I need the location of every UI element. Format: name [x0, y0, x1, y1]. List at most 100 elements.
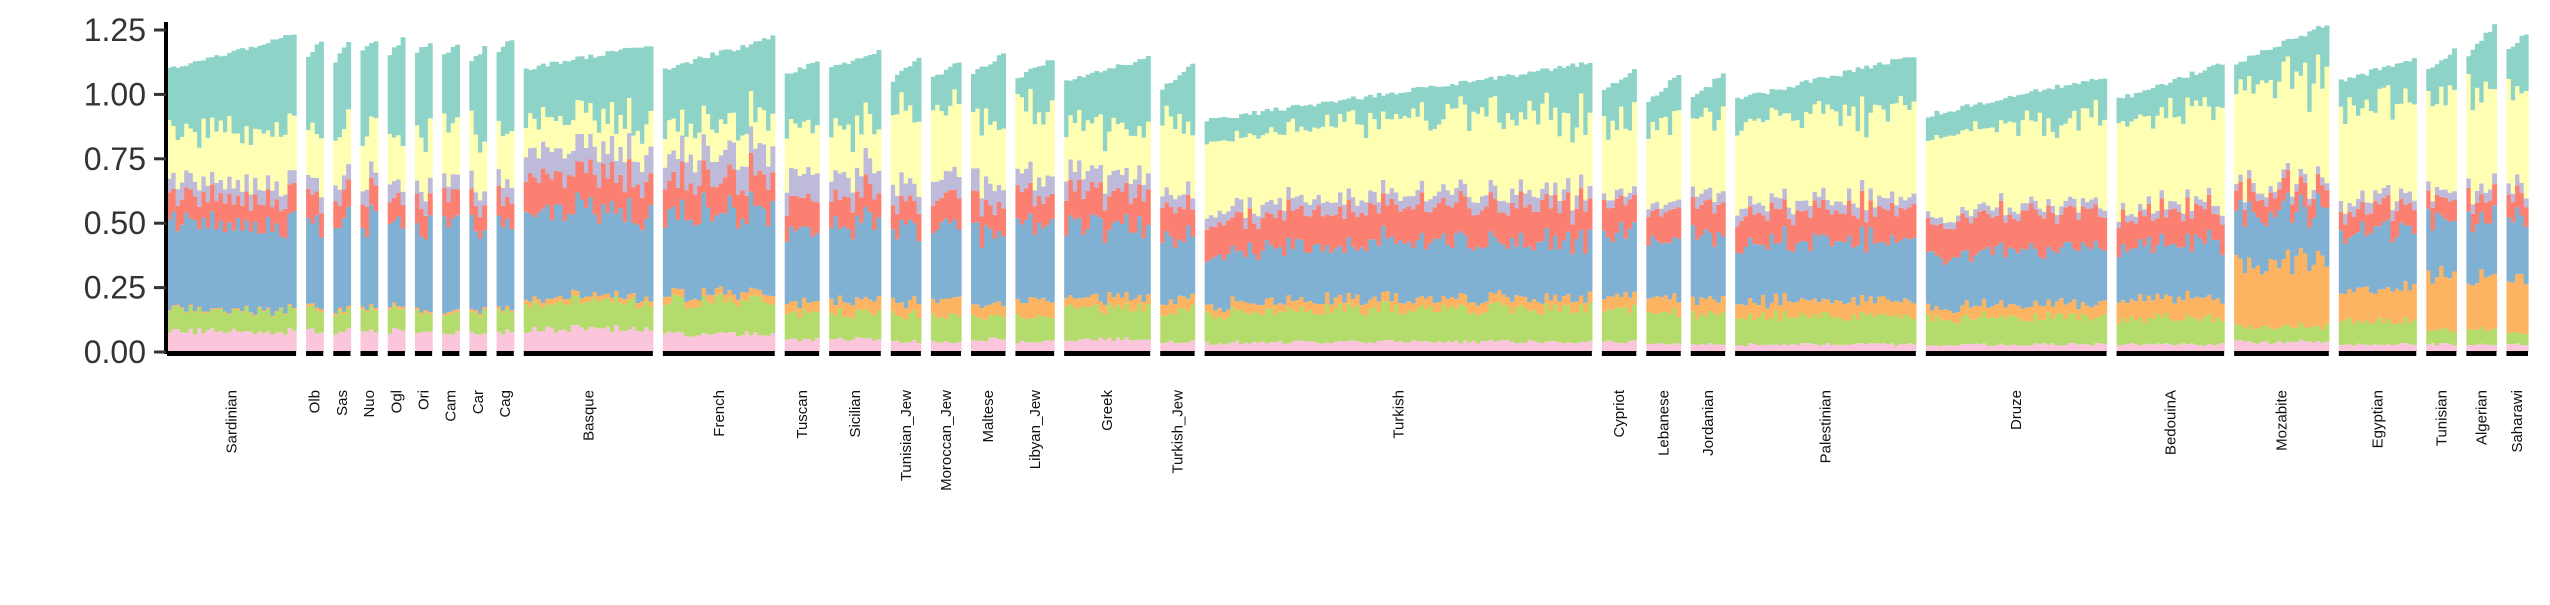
admixture-segment: [1778, 305, 1784, 322]
admixture-segment: [369, 116, 375, 162]
admixture-segment: [532, 118, 538, 148]
admixture-segment: [306, 218, 311, 304]
admixture-segment: [1001, 53, 1007, 129]
admixture-segment: [2125, 222, 2131, 252]
admixture-segment: [2386, 184, 2392, 196]
admixture-segment: [562, 125, 568, 159]
admixture-segment: [2474, 330, 2480, 345]
admixture-segment: [935, 342, 941, 352]
admixture-segment: [895, 303, 900, 316]
admixture-segment: [318, 41, 324, 139]
admixture-segment: [1523, 247, 1528, 297]
admixture-segment: [2510, 100, 2516, 194]
admixture-segment: [1712, 313, 1718, 345]
admixture-segment: [2097, 315, 2103, 344]
admixture-segment: [2277, 81, 2283, 183]
admixture-segment: [1338, 206, 1343, 246]
admixture-segment: [2129, 316, 2135, 344]
admixture-segment: [314, 191, 320, 215]
admixture-segment: [2373, 293, 2379, 322]
admixture-segment: [2029, 120, 2035, 197]
admixture-segment: [903, 183, 909, 202]
admixture-segment: [1938, 223, 1944, 258]
admixture-segment: [1402, 116, 1408, 197]
admixture-segment: [523, 68, 529, 129]
admixture-segment: [2394, 237, 2400, 289]
admixture-segment: [2150, 220, 2156, 253]
admixture-segment: [2163, 294, 2169, 313]
admixture-segment: [1068, 304, 1074, 341]
admixture-segment: [545, 173, 551, 206]
admixture-segment: [930, 340, 936, 352]
admixture-segment: [1951, 222, 1957, 230]
admixture-segment: [455, 215, 460, 310]
admixture-segment: [270, 136, 276, 191]
admixture-segment: [184, 170, 190, 188]
admixture-segment: [2120, 243, 2126, 301]
admixture-segment: [482, 309, 488, 334]
admixture-segment: [1133, 298, 1138, 311]
admixture-segment: [859, 310, 865, 338]
admixture-segment: [876, 129, 882, 171]
admixture-segment: [846, 340, 852, 352]
admixture-segment: [373, 210, 379, 309]
admixture-segment: [2487, 223, 2493, 276]
admixture-segment: [753, 175, 759, 207]
admixture-segment: [618, 208, 624, 298]
admixture-segment: [171, 305, 177, 307]
admixture-segment: [1077, 308, 1082, 340]
admixture-segment: [1036, 177, 1042, 196]
admixture-segment: [1765, 119, 1771, 212]
admixture-segment: [1467, 197, 1472, 209]
admixture-segment: [1964, 217, 1970, 250]
admixture-segment: [631, 47, 637, 136]
admixture-segment: [387, 55, 393, 134]
admixture-segment: [270, 231, 276, 316]
admixture-segment: [2016, 213, 2022, 221]
admixture-segment: [423, 312, 429, 332]
admixture-segment: [1553, 294, 1559, 305]
admixture-segment: [579, 56, 585, 101]
admixture-segment: [1535, 342, 1541, 352]
admixture-segment: [2202, 70, 2208, 98]
admixture-segment: [1398, 340, 1404, 352]
admixture-segment: [2102, 250, 2108, 301]
admixture-segment: [1141, 302, 1147, 312]
admixture-segment: [635, 184, 641, 225]
admixture-segment: [1769, 344, 1775, 352]
admixture-segment: [1299, 297, 1305, 307]
admixture-segment: [1548, 310, 1554, 342]
admixture-segment: [876, 193, 882, 218]
admixture-segment: [1094, 304, 1100, 341]
admixture-segment: [1338, 100, 1343, 114]
admixture-segment: [1973, 319, 1979, 344]
admixture-segment: [2434, 212, 2440, 278]
admixture-segment: [2189, 251, 2195, 299]
admixture-segment: [2050, 205, 2056, 213]
admixture-segment: [1124, 65, 1130, 130]
admixture-segment: [753, 41, 759, 123]
admixture-segment: [867, 299, 873, 313]
admixture-segment: [2238, 174, 2244, 183]
admixture-segment: [1273, 217, 1279, 249]
admixture-segment: [1256, 259, 1262, 305]
admixture-segment: [1703, 344, 1709, 352]
admixture-segment: [1350, 110, 1356, 198]
admixture-segment: [872, 301, 878, 316]
admixture-segment: [810, 341, 816, 352]
admixture-segment: [1467, 302, 1472, 314]
admixture-segment: [592, 214, 598, 293]
admixture-segment: [584, 296, 589, 303]
admixture-segment: [1578, 304, 1584, 342]
admixture-segment: [1299, 340, 1305, 352]
admixture-segment: [396, 135, 402, 180]
admixture-segment: [748, 335, 754, 352]
admixture-segment: [1769, 302, 1775, 318]
admixture-segment: [766, 226, 772, 296]
admixture-segment: [1350, 96, 1356, 111]
admixture-segment: [854, 167, 860, 192]
admixture-segment: [1812, 298, 1818, 314]
admixture-segment: [536, 212, 542, 300]
admixture-segment: [714, 288, 720, 296]
admixture-segment: [1986, 213, 1991, 247]
